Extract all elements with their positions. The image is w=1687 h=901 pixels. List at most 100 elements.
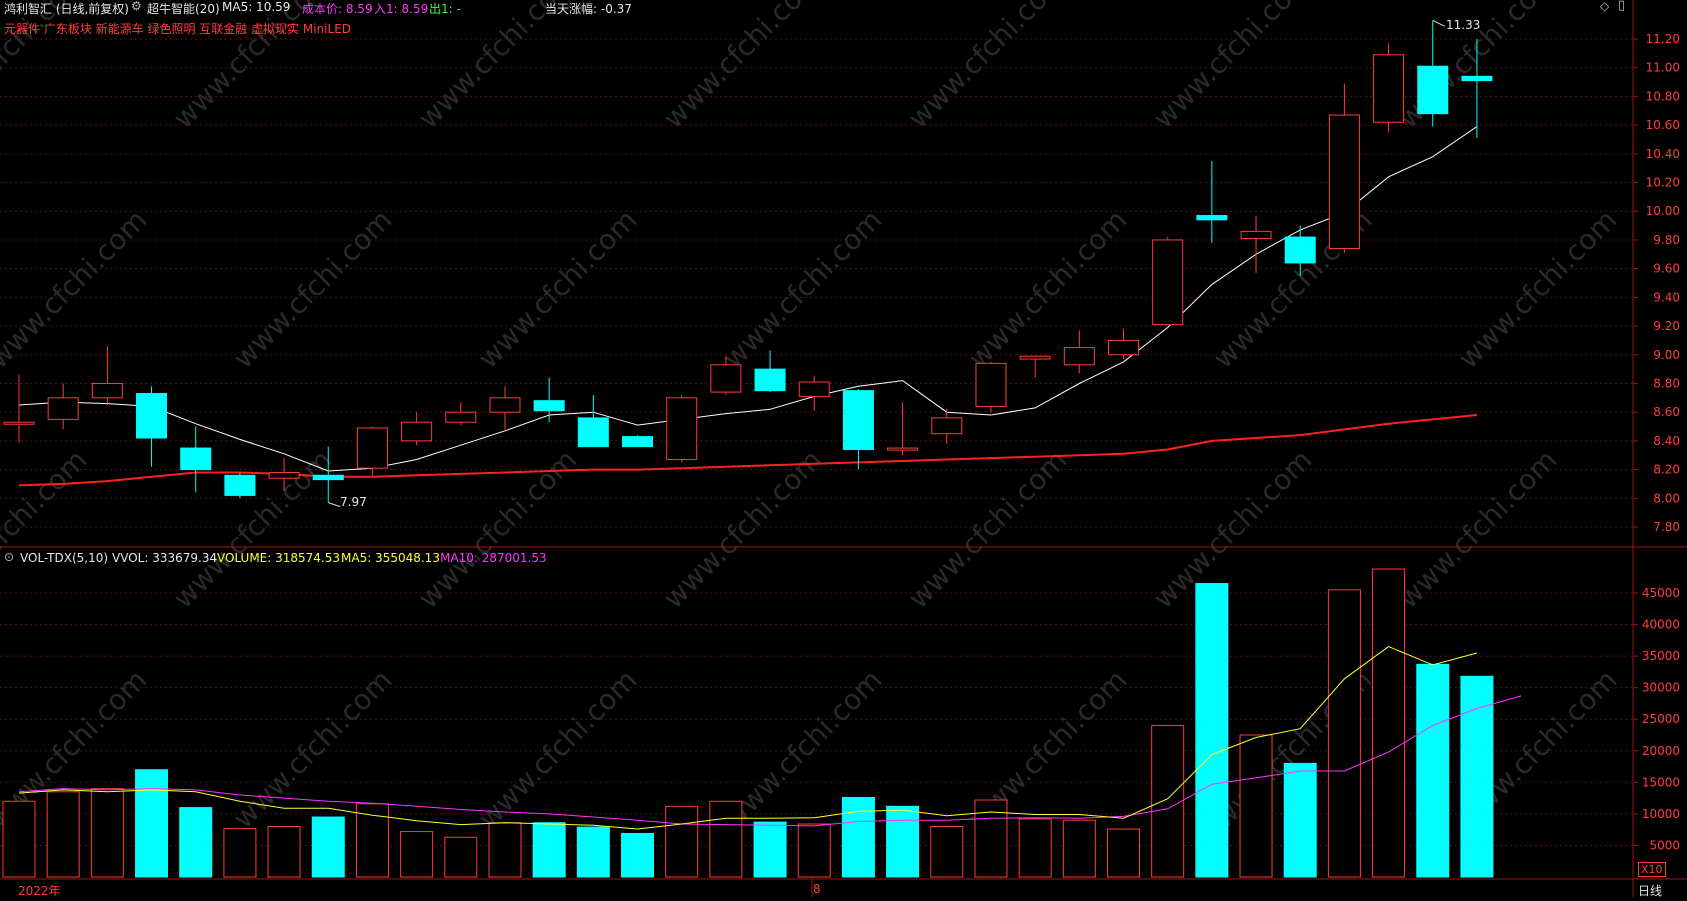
price-tick-label: 10.60	[1646, 118, 1680, 132]
candle-body	[1019, 355, 1051, 360]
candle[interactable]	[577, 394, 609, 448]
volume-bar[interactable]	[90, 788, 124, 878]
price-tick-label: 11.20	[1646, 32, 1680, 46]
watermark-text: www.cfchi.com	[412, 0, 584, 135]
volume-bar[interactable]	[665, 805, 699, 878]
candle[interactable]	[312, 446, 344, 503]
volume-bar[interactable]	[1195, 583, 1229, 878]
candle[interactable]	[489, 386, 521, 430]
candle[interactable]	[445, 402, 477, 426]
volume-bar[interactable]	[223, 827, 257, 878]
period-selector[interactable]: 日线	[1638, 884, 1663, 898]
volume-bar[interactable]	[1107, 828, 1140, 878]
volume-bar[interactable]	[797, 823, 831, 878]
volume-bar[interactable]	[886, 805, 920, 878]
candle[interactable]	[1152, 237, 1184, 326]
candle-body	[136, 393, 168, 439]
candle[interactable]	[91, 346, 123, 405]
collapse-icon[interactable]: ⊙	[4, 550, 15, 564]
candle[interactable]	[401, 412, 433, 446]
candle[interactable]	[1417, 20, 1449, 127]
price-tick-label: 10.20	[1646, 176, 1680, 190]
watermark-text: www.cfchi.com	[1452, 203, 1624, 375]
volume-bar[interactable]	[1151, 725, 1185, 878]
volume-bar[interactable]	[444, 836, 478, 878]
candle-body	[666, 397, 698, 461]
volume-bar[interactable]	[532, 822, 566, 878]
volume-bar[interactable]	[179, 807, 213, 878]
price-tick-label: 10.40	[1646, 147, 1680, 161]
candle[interactable]	[3, 374, 35, 443]
volume-bar[interactable]	[2, 800, 36, 878]
candle-body	[1240, 230, 1272, 240]
volume-bar[interactable]	[488, 822, 522, 878]
candle[interactable]	[887, 402, 919, 456]
volume-bar[interactable]	[1372, 568, 1406, 878]
candle[interactable]	[1461, 39, 1493, 139]
candle[interactable]	[710, 356, 742, 395]
candle[interactable]	[754, 350, 786, 393]
candle-body	[622, 436, 654, 448]
watermark-text: www.cfchi.com	[657, 0, 829, 135]
candle[interactable]	[47, 383, 79, 430]
candle[interactable]	[975, 361, 1007, 413]
diamond-icon[interactable]: ◇	[1600, 0, 1610, 13]
candle[interactable]	[356, 426, 388, 476]
candle[interactable]	[1373, 43, 1405, 133]
volume-bar[interactable]	[709, 800, 743, 878]
volume-bar[interactable]	[400, 831, 434, 878]
candle[interactable]	[1019, 355, 1051, 378]
volume-bar[interactable]	[1062, 819, 1096, 878]
volume-bar[interactable]	[930, 826, 964, 878]
volume-tick-label: 25000	[1642, 712, 1680, 726]
candle[interactable]	[136, 386, 168, 467]
high-marker-arrow	[1432, 19, 1445, 27]
vol-indicator-name[interactable]: VOL-TDX(5,10)	[20, 551, 109, 565]
candle[interactable]	[1196, 161, 1228, 243]
volume-bar[interactable]	[621, 832, 655, 878]
volume-bar[interactable]	[1416, 663, 1450, 878]
volume-multiplier-badge: X10	[1638, 862, 1666, 877]
volume-bar[interactable]	[135, 769, 169, 878]
candle[interactable]	[931, 409, 963, 444]
concept-tags[interactable]: 元器件 广东板块 新能源车 绿色照明 互联金融 虚拟现实 MiniLED	[4, 22, 352, 36]
settings-icon[interactable]: ⚙	[131, 0, 142, 13]
candle-body	[1284, 236, 1316, 264]
volume-bar[interactable]	[1018, 818, 1052, 878]
sell-point: 出1: -	[429, 2, 461, 16]
candle[interactable]	[268, 458, 300, 492]
volume-bar[interactable]	[1327, 589, 1361, 878]
volume-bar[interactable]	[841, 796, 875, 878]
candle-body	[710, 364, 742, 393]
stock-title[interactable]: 鸿利智汇 (日线,前复权)	[4, 2, 129, 16]
candle[interactable]	[533, 377, 565, 423]
price-tick-label: 8.60	[1653, 405, 1680, 419]
volume-bar[interactable]	[267, 826, 301, 878]
candle[interactable]	[1240, 215, 1272, 273]
volume-bar[interactable]	[46, 791, 80, 878]
candle[interactable]	[666, 394, 698, 463]
candle[interactable]	[1108, 328, 1139, 360]
price-tick-label: 8.40	[1653, 434, 1680, 448]
vvol-value: VVOL: 333679.34	[112, 551, 218, 565]
volume-bar[interactable]	[355, 803, 389, 878]
volume-tick-label: 15000	[1642, 775, 1680, 789]
candle[interactable]	[180, 426, 212, 493]
volume-bar[interactable]	[753, 821, 787, 878]
candle[interactable]	[1063, 330, 1095, 374]
candle[interactable]	[842, 389, 874, 470]
candle-body	[1373, 54, 1405, 123]
candle[interactable]	[798, 376, 830, 411]
volume-bar[interactable]	[1460, 675, 1494, 878]
candle[interactable]	[1328, 83, 1360, 253]
indicator-name[interactable]: 超牛智能(20)	[147, 2, 220, 16]
volume-bar[interactable]	[1283, 762, 1317, 878]
candle[interactable]	[1284, 225, 1316, 276]
candle[interactable]	[622, 435, 654, 448]
volume-bar[interactable]	[576, 826, 610, 878]
volume-bar[interactable]	[1239, 734, 1273, 878]
volume-bar[interactable]	[311, 816, 345, 878]
panel-toggle-icon[interactable]: ▯	[1618, 0, 1626, 13]
candle[interactable]	[224, 472, 256, 499]
